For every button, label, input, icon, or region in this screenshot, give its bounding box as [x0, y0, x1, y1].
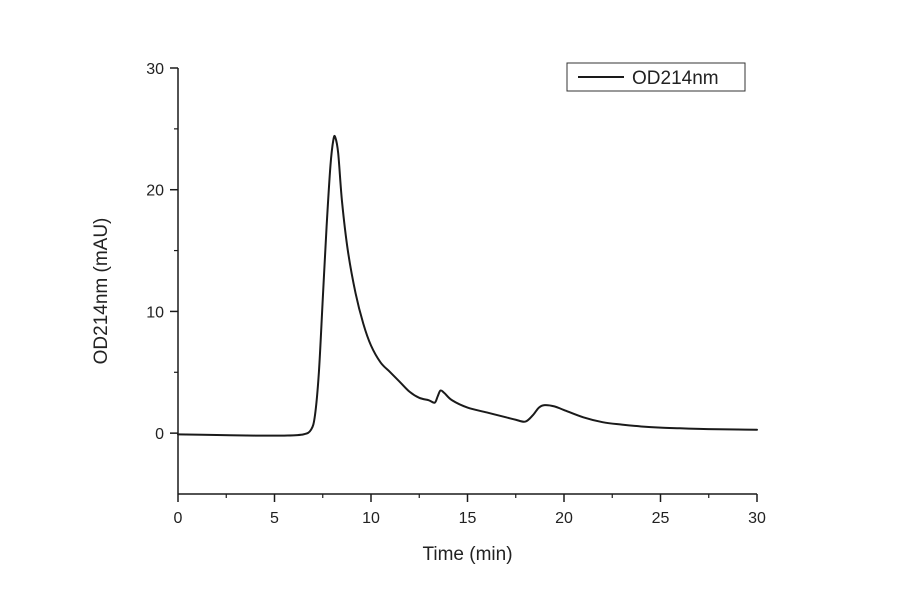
- y-tick-label-30: 30: [146, 61, 164, 78]
- y-axis-title: OD214nm (mAU): [91, 218, 112, 365]
- legend: OD214nm: [566, 62, 746, 92]
- x-tick-label-25: 25: [652, 510, 670, 527]
- x-tick-label-15: 15: [459, 510, 477, 527]
- series-layer: [177, 134, 758, 437]
- x-tick-label-5: 5: [270, 510, 279, 527]
- x-tick-label-30: 30: [748, 510, 766, 527]
- y-axis-ticks: 0 10 20 30: [146, 61, 178, 443]
- x-axis-title: Time (min): [422, 544, 512, 565]
- y-tick-label-0: 0: [155, 426, 164, 443]
- series-line-0: [177, 134, 758, 437]
- x-axis-ticks: 0 5 10 15 20 25 30: [174, 494, 766, 527]
- y-tick-label-20: 20: [146, 183, 164, 200]
- y-tick-label-10: 10: [146, 304, 164, 321]
- x-tick-label-20: 20: [555, 510, 573, 527]
- legend-label-od214nm: OD214nm: [632, 68, 719, 89]
- x-tick-label-10: 10: [362, 510, 380, 527]
- x-tick-label-0: 0: [174, 510, 183, 527]
